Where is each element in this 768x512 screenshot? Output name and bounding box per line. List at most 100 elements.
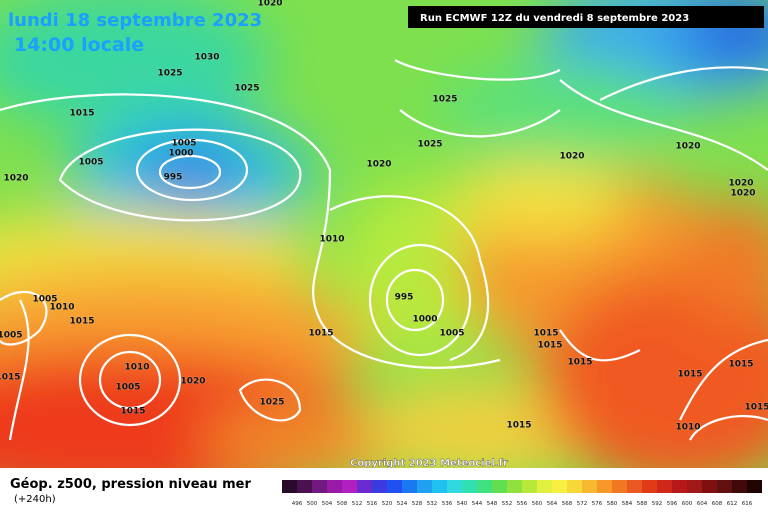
scale-label: 604: [697, 501, 708, 507]
scale-label: 512: [352, 501, 363, 507]
isobar-label: 1015: [567, 358, 592, 368]
color-swatch: [357, 480, 372, 493]
color-swatch: [642, 480, 657, 493]
scale-label: 592: [652, 501, 663, 507]
isobar-label: 1010: [319, 235, 344, 245]
isobar-label: 1015: [120, 407, 145, 417]
isobar-label: 1015: [744, 403, 768, 413]
footer-title: Géop. z500, pression niveau mer: [10, 477, 251, 492]
isobar-label: 1030: [194, 53, 219, 63]
isobar-label: 1020: [180, 377, 205, 387]
lead-time: (+240h): [14, 494, 56, 505]
isobar-label: 1025: [417, 140, 442, 150]
color-swatch: [702, 480, 717, 493]
isobar-label: 1025: [259, 398, 284, 408]
scale-label: 532: [427, 501, 438, 507]
isobar-label: 1005: [78, 158, 103, 168]
isobar-label: 1000: [168, 149, 193, 159]
scale-label: 596: [667, 501, 678, 507]
isobar-label: 1025: [157, 69, 182, 79]
isobar-label: 1015: [69, 109, 94, 119]
color-swatch: [657, 480, 672, 493]
color-swatch: [402, 480, 417, 493]
color-swatch: [732, 480, 747, 493]
isobar-label: 1005: [115, 383, 140, 393]
color-swatch: [597, 480, 612, 493]
color-swatch: [522, 480, 537, 493]
isobar-label: 1015: [0, 373, 21, 383]
color-swatch: [507, 480, 522, 493]
color-swatch: [297, 480, 312, 493]
color-swatch: [492, 480, 507, 493]
color-swatch: [672, 480, 687, 493]
isobar-label: 1020: [728, 179, 753, 189]
color-swatch: [417, 480, 432, 493]
run-info: Run ECMWF 12Z du vendredi 8 septembre 20…: [420, 13, 689, 24]
copyright: Copyright 2023 Meteociel.fr: [350, 458, 508, 469]
color-swatch: [747, 480, 762, 493]
color-swatch: [552, 480, 567, 493]
scale-label: 516: [367, 501, 378, 507]
isobar-label: 1010: [675, 423, 700, 433]
isobar-label: 995: [164, 173, 183, 183]
scale-label: 564: [547, 501, 558, 507]
isobar-label: 1015: [537, 341, 562, 351]
color-swatch: [612, 480, 627, 493]
color-swatch: [372, 480, 387, 493]
scale-label: 504: [322, 501, 333, 507]
color-swatch: [567, 480, 582, 493]
color-swatch: [327, 480, 342, 493]
color-swatch: [717, 480, 732, 493]
scale-label: 524: [397, 501, 408, 507]
scale-label: 612: [727, 501, 738, 507]
scale-label: 572: [577, 501, 588, 507]
scale-label: 544: [472, 501, 483, 507]
isobar-label: 1015: [533, 329, 558, 339]
isobars: [0, 59, 768, 441]
scale-label: 536: [442, 501, 453, 507]
isobar-label: 1025: [234, 84, 259, 94]
isobar-label: 995: [395, 293, 414, 303]
isobar-label: 1005: [439, 329, 464, 339]
scale-label: 520: [382, 501, 393, 507]
color-swatch: [312, 480, 327, 493]
scale-label: 528: [412, 501, 423, 507]
color-swatch: [342, 480, 357, 493]
isobar-label: 1005: [32, 295, 57, 305]
scale-label: 580: [607, 501, 618, 507]
isobar-label: 1005: [171, 139, 196, 149]
scale-label: 560: [532, 501, 543, 507]
isobar-label: 1015: [728, 360, 753, 370]
color-swatch: [582, 480, 597, 493]
isobar-label: 1015: [69, 317, 94, 327]
isobar-label: 1020: [257, 0, 282, 9]
scale-label: 588: [637, 501, 648, 507]
scale-label: 548: [487, 501, 498, 507]
color-swatch: [627, 480, 642, 493]
scale-label: 508: [337, 501, 348, 507]
scale-label: 496: [292, 501, 303, 507]
isobar-label: 1015: [677, 370, 702, 380]
color-swatch: [387, 480, 402, 493]
color-swatch: [432, 480, 447, 493]
isobar-label: 1010: [49, 303, 74, 313]
color-swatch: [447, 480, 462, 493]
scale-label: 616: [742, 501, 753, 507]
isobar-label: 1010: [124, 363, 149, 373]
isobar-label: 1020: [366, 160, 391, 170]
isobar-label: 1000: [412, 315, 437, 325]
scale-label: 568: [562, 501, 573, 507]
run-banner: [408, 6, 764, 28]
scale-label: 584: [622, 501, 633, 507]
scale-label: 552: [502, 501, 513, 507]
scale-label: 576: [592, 501, 603, 507]
color-swatch: [282, 480, 297, 493]
color-swatch: [462, 480, 477, 493]
forecast-date: lundi 18 septembre 2023: [8, 10, 262, 31]
isobar-label: 1005: [0, 331, 23, 341]
color-swatch: [477, 480, 492, 493]
isobar-label: 1020: [675, 142, 700, 152]
isobar-label: 1020: [559, 152, 584, 162]
